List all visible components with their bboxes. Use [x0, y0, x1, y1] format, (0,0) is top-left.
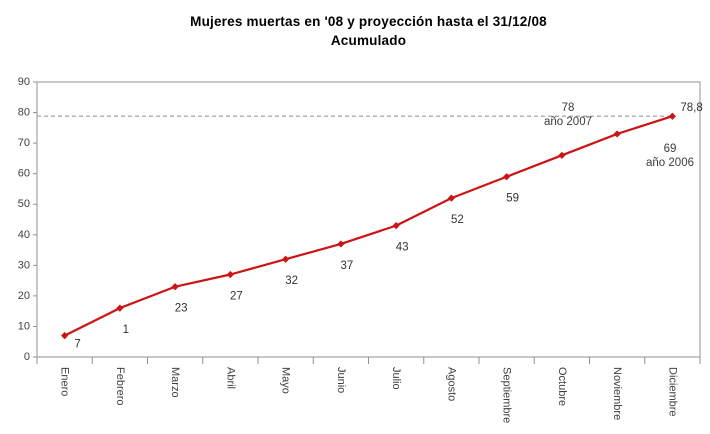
y-tick-label: 60	[18, 168, 30, 180]
y-tick-label: 10	[18, 320, 30, 332]
data-point-label: 37	[340, 260, 353, 272]
annotation-line: 78	[562, 102, 575, 114]
data-point-marker	[61, 332, 69, 340]
x-tick-label: Septiembre	[501, 367, 513, 423]
year-annotations: 78 año 2007 69 año 2006	[544, 102, 694, 169]
data-point-marker	[668, 112, 676, 120]
x-tick-label: Diciembre	[666, 367, 678, 417]
plot-border	[36, 81, 701, 358]
annotation-line: 69	[664, 143, 677, 155]
data-point-marker	[558, 151, 566, 159]
data-point-marker	[613, 130, 621, 138]
chart-subtitle: Acumulado	[330, 33, 407, 48]
data-point-label: 52	[451, 214, 464, 226]
data-point-marker	[226, 270, 234, 279]
data-point-marker	[337, 240, 345, 248]
data-point-label: 1	[123, 324, 129, 336]
y-tick-label: 90	[18, 76, 30, 88]
x-tick-label: Octubre	[556, 367, 568, 406]
data-point-label: 78,8	[680, 102, 702, 114]
x-tick-label: Julio	[390, 367, 402, 390]
series-acumulado-2008	[61, 112, 676, 340]
data-labels: 7 1 23 27 32 37 43 52 59 78,8	[74, 102, 702, 350]
annotation-line: año 2006	[646, 157, 694, 169]
data-point-label: 32	[285, 275, 298, 287]
data-point-marker	[171, 283, 179, 291]
y-tick-label: 20	[18, 290, 30, 302]
data-point-marker	[447, 194, 455, 202]
y-tick-label: 50	[18, 198, 30, 210]
x-tick-label: Febrero	[114, 367, 126, 406]
y-tick-label: 40	[18, 229, 30, 241]
x-tick-label: Enero	[59, 367, 71, 396]
data-point-label: 23	[175, 303, 188, 315]
chart-title: Mujeres muertas en '08 y proyección hast…	[190, 14, 547, 29]
x-tick-label: Marzo	[169, 367, 181, 398]
annotation-line: año 2007	[544, 116, 592, 128]
x-tick-label: Junio	[335, 367, 347, 393]
data-point-marker	[282, 255, 290, 263]
x-axis: Enero Febrero Marzo Abril Mayo Junio Julio Agos…	[36, 357, 701, 423]
y-tick-label: 0	[24, 351, 30, 363]
data-point-label: 59	[506, 193, 519, 205]
data-point-marker	[503, 173, 511, 181]
y-tick-label: 30	[18, 259, 30, 271]
data-point-label: 43	[396, 242, 409, 254]
data-point-label: 27	[230, 291, 243, 303]
x-tick-label: Mayo	[280, 367, 292, 394]
x-tick-label: Abril	[224, 367, 236, 389]
y-tick-label: 70	[18, 137, 30, 149]
y-tick-label: 80	[18, 107, 30, 119]
x-tick-label: Noviembre	[611, 367, 623, 420]
chart-title-block: Mujeres muertas en '08 y proyección hast…	[37, 12, 700, 50]
x-tick-label: Agosto	[445, 367, 457, 401]
data-point-marker	[116, 304, 124, 312]
data-point-label: 7	[74, 339, 80, 351]
data-point-marker	[392, 222, 400, 230]
y-axis: 0 10 20 30 40 50 60 70 80 90	[18, 76, 37, 363]
